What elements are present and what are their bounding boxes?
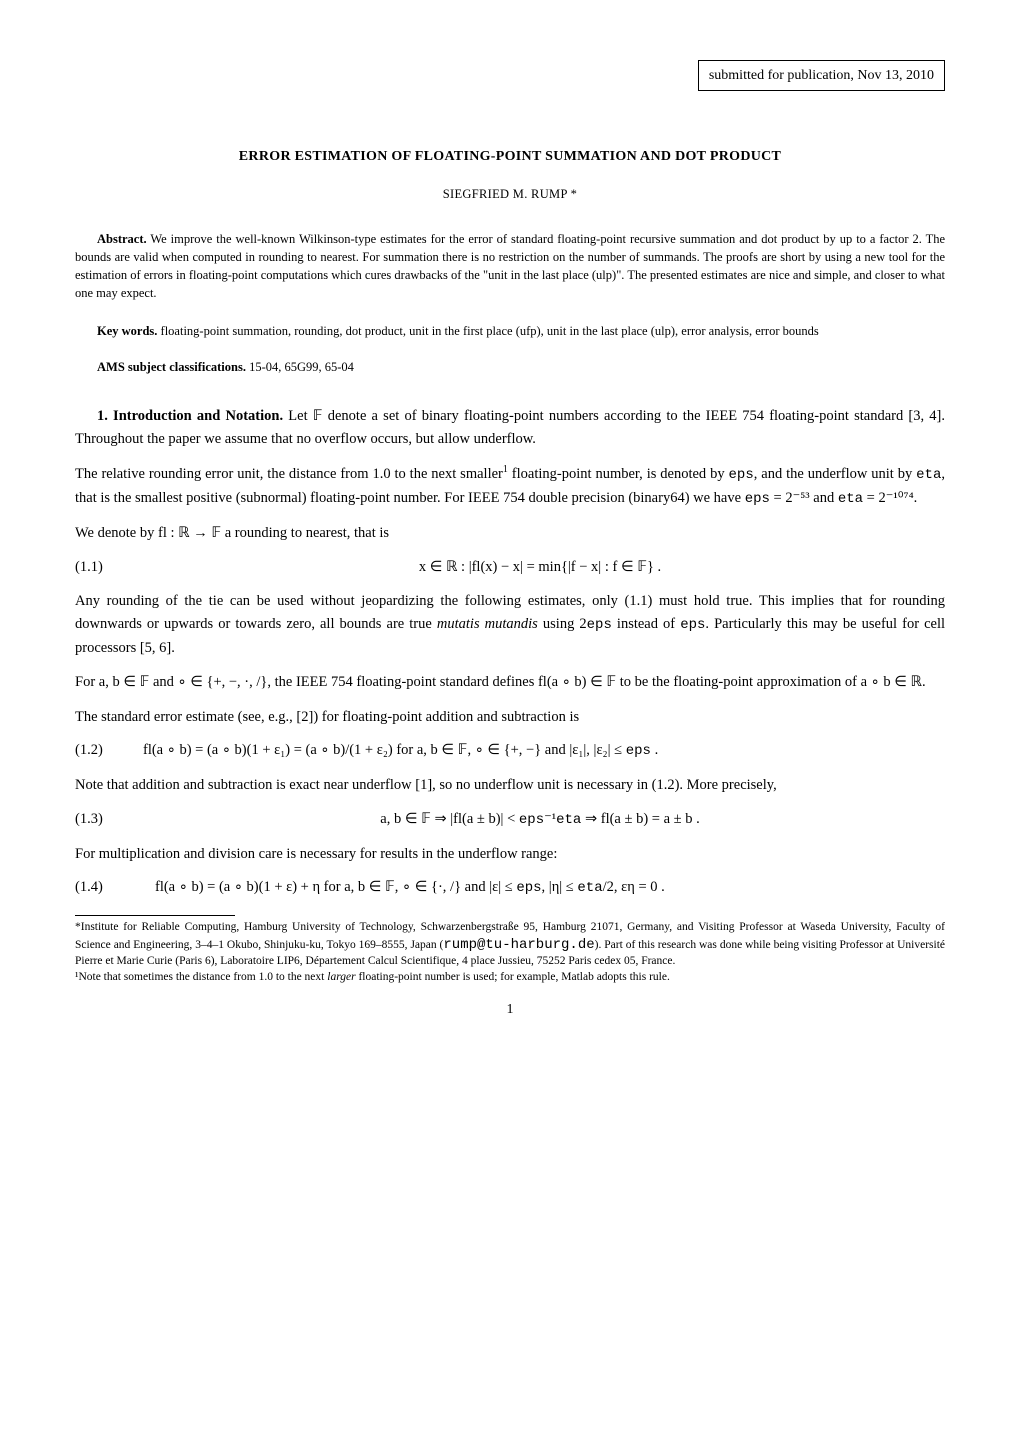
- section-1-intro: 1. Introduction and Notation. Let 𝔽 deno…: [75, 405, 945, 450]
- abstract: Abstract. We improve the well-known Wilk…: [75, 230, 945, 303]
- eq12b: .: [651, 742, 658, 758]
- eps-code: eps: [626, 743, 651, 759]
- footnote-affiliation: *Institute for Reliable Computing, Hambu…: [75, 920, 945, 970]
- eqn-num-1-4: (1.4): [75, 877, 135, 899]
- eps-code: eps: [729, 467, 754, 483]
- p4b: using 2: [538, 616, 587, 632]
- eps-code: eps: [516, 880, 541, 896]
- footnote-rule: [75, 915, 235, 916]
- paper-title: ERROR ESTIMATION OF FLOATING-POINT SUMMA…: [75, 146, 945, 167]
- eqn-body-1-2: fl(a ∘ b) = (a ∘ b)(1 + ε₁) = (a ∘ b)/(1…: [135, 740, 945, 762]
- eq14c: /2, εη = 0 .: [603, 879, 665, 895]
- eq13a: a, b ∈ 𝔽 ⇒ |fl(a ± b)| <: [380, 811, 519, 827]
- footnote-2-italic: larger: [327, 971, 355, 983]
- eqn-body-1-3: a, b ∈ 𝔽 ⇒ |fl(a ± b)| < eps⁻¹eta ⇒ fl(a…: [135, 809, 945, 831]
- section-1-p6: The standard error estimate (see, e.g., …: [75, 706, 945, 728]
- abstract-label: Abstract.: [97, 232, 147, 246]
- p2a: The relative rounding error unit, the di…: [75, 466, 503, 482]
- submitted-box: submitted for publication, Nov 13, 2010: [698, 60, 945, 91]
- ams-label: AMS subject classifications.: [97, 360, 246, 374]
- eq12a: fl(a ∘ b) = (a ∘ b)(1 + ε₁) = (a ∘ b)/(1…: [143, 742, 626, 758]
- eta-code: eta: [556, 812, 581, 828]
- p2b: floating-point number, is denoted by: [508, 466, 729, 482]
- eqn-body-1-4: fl(a ∘ b) = (a ∘ b)(1 + ε) + η for a, b …: [135, 877, 945, 899]
- footnote-2b: floating-point number is used; for examp…: [356, 971, 670, 983]
- section-1-p5: For a, b ∈ 𝔽 and ∘ ∈ {+, −, ·, /}, the I…: [75, 671, 945, 693]
- eps-code: eps: [587, 617, 612, 633]
- keywords: Key words. floating-point summation, rou…: [75, 322, 945, 340]
- p4c: instead of: [612, 616, 680, 632]
- eqn-num-1-3: (1.3): [75, 809, 135, 831]
- equation-1-2: (1.2) fl(a ∘ b) = (a ∘ b)(1 + ε₁) = (a ∘…: [75, 740, 945, 762]
- eps-code: eps: [745, 491, 770, 507]
- eps-code: eps: [519, 812, 544, 828]
- p4-italic: mutatis mutandis: [437, 616, 538, 632]
- equation-1-3: (1.3) a, b ∈ 𝔽 ⇒ |fl(a ± b)| < eps⁻¹eta …: [75, 809, 945, 831]
- p2f: = 2⁻¹⁰⁷⁴.: [863, 490, 917, 506]
- footnote-email: rump@tu-harburg.de: [443, 937, 594, 953]
- eqn-num-1-1: (1.1): [75, 557, 135, 579]
- keywords-label: Key words.: [97, 324, 157, 338]
- equation-1-1: (1.1) x ∈ ℝ : |fl(x) − x| = min{|f − x| …: [75, 557, 945, 579]
- paper-author: SIEGFRIED M. RUMP *: [75, 185, 945, 204]
- section-1-p2: The relative rounding error unit, the di…: [75, 462, 945, 510]
- p2e: = 2⁻⁵³ and: [770, 490, 838, 506]
- p2c: , and the underflow unit by: [754, 466, 916, 482]
- eta-code: eta: [838, 491, 863, 507]
- page-number: 1: [75, 999, 945, 1020]
- eq14b: , |η| ≤: [542, 879, 578, 895]
- eqn-body-1-1: x ∈ ℝ : |fl(x) − x| = min{|f − x| : f ∈ …: [135, 557, 945, 579]
- eq13b: ⁻¹: [544, 811, 556, 827]
- section-1-p7: Note that addition and subtraction is ex…: [75, 774, 945, 796]
- eq14a: fl(a ∘ b) = (a ∘ b)(1 + ε) + η for a, b …: [155, 879, 516, 895]
- ams-text: 15-04, 65G99, 65-04: [249, 360, 354, 374]
- footnote-1: ¹Note that sometimes the distance from 1…: [75, 970, 945, 986]
- equation-1-4: (1.4) fl(a ∘ b) = (a ∘ b)(1 + ε) + η for…: [75, 877, 945, 899]
- keywords-text: floating-point summation, rounding, dot …: [161, 324, 819, 338]
- section-1-p4: Any rounding of the tie can be used with…: [75, 590, 945, 659]
- eta-code: eta: [916, 467, 941, 483]
- abstract-text: We improve the well-known Wilkinson-type…: [75, 232, 945, 300]
- eqn-num-1-2: (1.2): [75, 740, 135, 762]
- section-1-p8: For multiplication and division care is …: [75, 843, 945, 865]
- section-heading: 1. Introduction and Notation.: [97, 408, 283, 424]
- eta-code: eta: [577, 880, 602, 896]
- ams-classification: AMS subject classifications. 15-04, 65G9…: [75, 358, 945, 377]
- section-1-p3: We denote by fl : ℝ → 𝔽 a rounding to ne…: [75, 522, 945, 544]
- eq13c: ⇒ fl(a ± b) = a ± b .: [581, 811, 699, 827]
- footnote-2a: ¹Note that sometimes the distance from 1…: [75, 971, 327, 983]
- eps-code: eps: [680, 617, 705, 633]
